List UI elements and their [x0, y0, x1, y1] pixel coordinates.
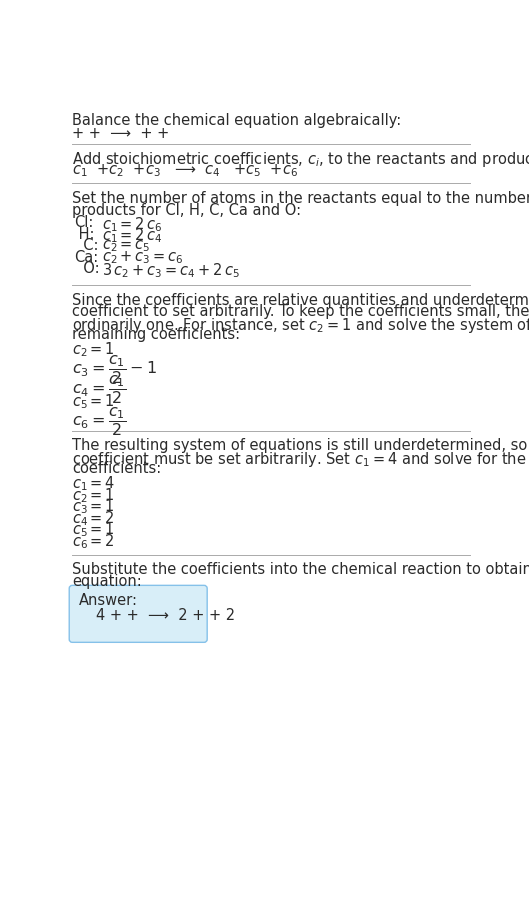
Text: $c_2 = 1$: $c_2 = 1$: [72, 486, 115, 505]
Text: $c_2 + c_3 = c_6$: $c_2 + c_3 = c_6$: [102, 250, 184, 266]
Text: Set the number of atoms in the reactants equal to the number of atoms in the: Set the number of atoms in the reactants…: [72, 191, 529, 206]
Text: $c_4 = \dfrac{c_1}{2}$: $c_4 = \dfrac{c_1}{2}$: [72, 373, 127, 406]
Text: $c_5 = 1$: $c_5 = 1$: [72, 521, 115, 539]
Text: $c_4 = 2$: $c_4 = 2$: [72, 509, 115, 528]
Text: Since the coefficients are relative quantities and underdetermined, choose a: Since the coefficients are relative quan…: [72, 293, 529, 308]
Text: $c_1 = 2\,c_6$: $c_1 = 2\,c_6$: [102, 215, 162, 234]
Text: ordinarily one. For instance, set $c_2 = 1$ and solve the system of equations fo: ordinarily one. For instance, set $c_2 =…: [72, 316, 529, 335]
Text: $c_3 = \dfrac{c_1}{2} - 1$: $c_3 = \dfrac{c_1}{2} - 1$: [72, 353, 157, 386]
Text: $c_2 = 1$: $c_2 = 1$: [72, 341, 115, 359]
Text: H:: H:: [74, 226, 94, 242]
Text: coefficient must be set arbitrarily. Set $c_1 = 4$ and solve for the remaining: coefficient must be set arbitrarily. Set…: [72, 450, 529, 468]
Text: Add stoichiometric coefficients, $c_i$, to the reactants and products:: Add stoichiometric coefficients, $c_i$, …: [72, 150, 529, 169]
Text: equation:: equation:: [72, 573, 142, 589]
Text: $c_6 = 2$: $c_6 = 2$: [72, 532, 115, 551]
Text: C:: C:: [74, 238, 98, 253]
Text: O:: O:: [74, 261, 99, 276]
Text: $c_1$  +$c_2$  +$c_3$   ⟶  $c_4$   +$c_5$  +$c_6$: $c_1$ +$c_2$ +$c_3$ ⟶ $c_4$ +$c_5$ +$c_6…: [72, 162, 298, 179]
Text: + +  ⟶  + +: + + ⟶ + +: [72, 127, 170, 141]
Text: $c_3 = 1$: $c_3 = 1$: [72, 497, 115, 516]
Text: remaining coefficients:: remaining coefficients:: [72, 327, 241, 342]
Text: 4 + +  ⟶  2 + + 2: 4 + + ⟶ 2 + + 2: [96, 609, 235, 623]
Text: coefficients:: coefficients:: [72, 461, 161, 477]
Text: Balance the chemical equation algebraically:: Balance the chemical equation algebraica…: [72, 113, 402, 129]
Text: $c_6 = \dfrac{c_1}{2}$: $c_6 = \dfrac{c_1}{2}$: [72, 405, 127, 438]
FancyBboxPatch shape: [69, 585, 207, 642]
Text: Ca:: Ca:: [74, 250, 98, 265]
Text: Cl:: Cl:: [74, 215, 93, 230]
Text: coefficient to set arbitrarily. To keep the coefficients small, the arbitrary va: coefficient to set arbitrarily. To keep …: [72, 304, 529, 319]
Text: products for Cl, H, C, Ca and O:: products for Cl, H, C, Ca and O:: [72, 203, 302, 217]
Text: Answer:: Answer:: [78, 593, 138, 608]
Text: $c_2 = c_5$: $c_2 = c_5$: [102, 238, 150, 254]
Text: The resulting system of equations is still underdetermined, so an additional: The resulting system of equations is sti…: [72, 439, 529, 453]
Text: Substitute the coefficients into the chemical reaction to obtain the balanced: Substitute the coefficients into the che…: [72, 563, 529, 577]
Text: $3\,c_2 + c_3 = c_4 + 2\,c_5$: $3\,c_2 + c_3 = c_4 + 2\,c_5$: [102, 261, 240, 280]
Text: $c_5 = 1$: $c_5 = 1$: [72, 392, 115, 410]
Text: $c_1 = 2\,c_4$: $c_1 = 2\,c_4$: [102, 226, 162, 246]
Text: $c_1 = 4$: $c_1 = 4$: [72, 475, 116, 493]
